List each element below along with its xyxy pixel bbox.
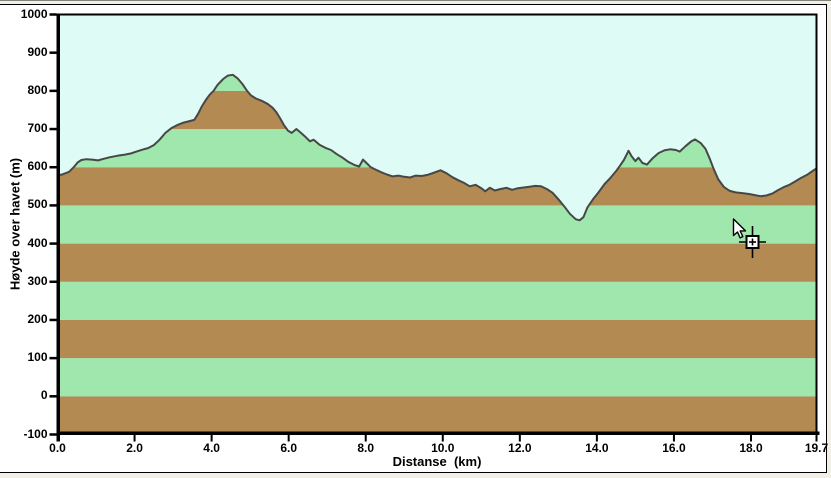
x-tick-mark	[750, 434, 753, 442]
x-tick-mark	[133, 434, 136, 442]
x-tick-mark	[518, 434, 521, 442]
x-tick-mark	[595, 434, 598, 442]
elevation-band-green	[57, 358, 817, 397]
y-tick-mark	[49, 280, 57, 284]
y-tick-mark	[49, 433, 57, 436]
elevation-band-brown	[57, 243, 817, 282]
x-tick-mark	[672, 434, 675, 442]
mouse-arrow-cursor-icon	[732, 218, 747, 239]
crosshair-marker-icon	[739, 226, 766, 258]
y-tick-mark	[49, 242, 57, 245]
y-tick-mark	[49, 204, 57, 207]
elevation-band-brown	[57, 396, 817, 435]
x-tick-mark	[364, 434, 367, 442]
y-tick-mark	[49, 165, 57, 169]
y-tick-mark	[49, 51, 57, 54]
elevation-profile-line	[56, 73, 818, 222]
y-tick-mark	[49, 127, 57, 131]
x-tick-mark	[815, 434, 818, 442]
x-tick-mark	[210, 434, 213, 442]
elevation-band-brown	[57, 319, 817, 359]
x-tick-mark	[56, 434, 59, 442]
elevation-band-brown	[57, 167, 817, 206]
y-tick-mark	[49, 395, 57, 398]
y-tick-mark	[49, 356, 57, 360]
y-tick-mark	[49, 318, 57, 322]
x-tick-mark	[287, 434, 290, 442]
x-tick-mark	[441, 434, 444, 442]
y-tick-mark	[49, 13, 57, 16]
y-tick-mark	[49, 89, 57, 93]
elevation-band-green	[57, 281, 817, 320]
x-axis-line	[56, 431, 820, 435]
elevation-band-green	[57, 205, 817, 244]
y-axis-line	[56, 13, 60, 442]
window-top-edge	[0, 0, 831, 1]
